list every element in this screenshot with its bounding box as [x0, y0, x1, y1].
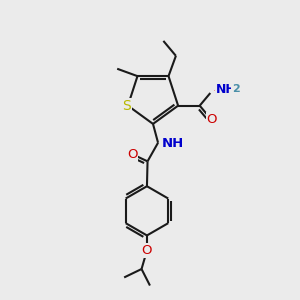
Text: O: O — [127, 148, 137, 161]
Text: S: S — [122, 99, 131, 113]
Text: O: O — [142, 244, 152, 257]
Text: NH: NH — [216, 83, 236, 96]
Text: O: O — [207, 113, 217, 126]
Text: NH: NH — [162, 137, 184, 150]
Text: O: O — [214, 90, 215, 91]
Text: 2: 2 — [232, 84, 240, 94]
